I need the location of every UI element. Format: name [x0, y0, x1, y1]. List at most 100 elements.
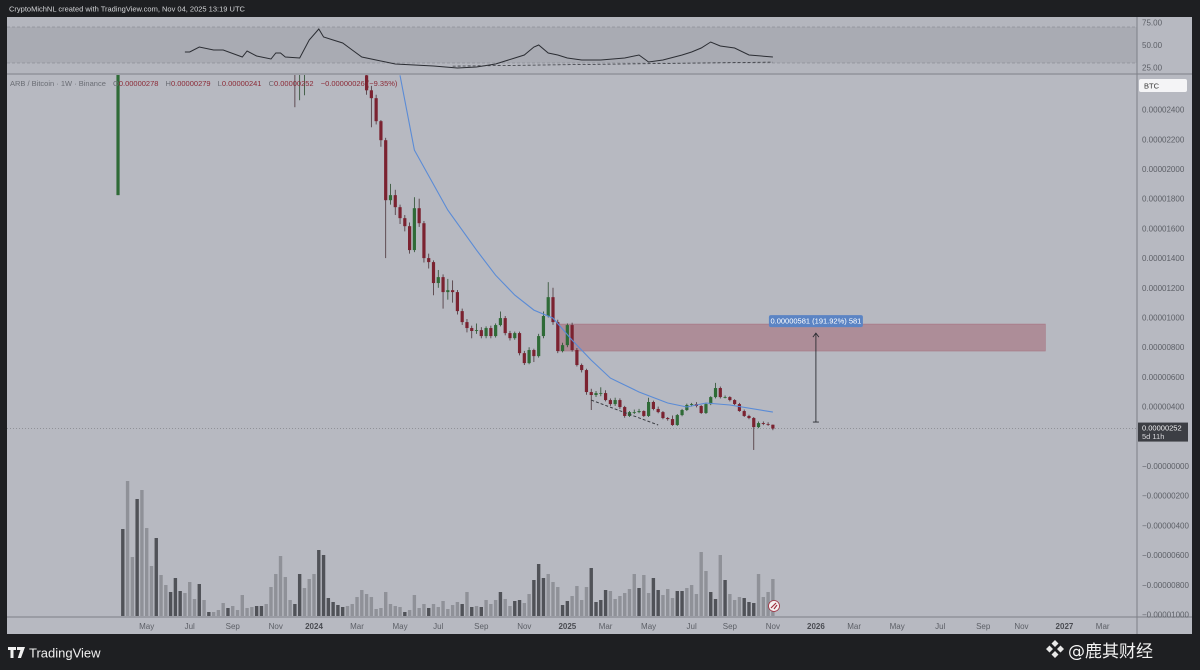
candle-up	[484, 328, 488, 337]
volume-bar	[627, 589, 632, 616]
event-marker[interactable]	[768, 600, 780, 612]
svg-text:ARB / Bitcoin · 1W · Binance: ARB / Bitcoin · 1W · Binance O0.00000278…	[10, 79, 398, 88]
volume-bar	[321, 555, 326, 616]
time-tick-label: Nov	[1014, 622, 1028, 631]
volume-bar	[632, 574, 636, 616]
price-tick-label: 0.00002400	[1142, 106, 1185, 115]
candle-up	[474, 330, 479, 332]
volume-bar	[752, 603, 756, 616]
volume-bar	[575, 586, 579, 616]
candle-up	[560, 345, 565, 352]
brand-name: TradingView	[29, 646, 101, 661]
rsi-trendline[interactable]	[452, 61, 773, 67]
candlestick-series	[116, 75, 775, 450]
open-value: 0.00000278	[119, 79, 159, 88]
volume-bar	[336, 605, 340, 616]
volume-bar	[168, 592, 173, 616]
volume-bar	[221, 603, 225, 616]
candle-up	[709, 397, 713, 405]
resistance-zone[interactable]	[557, 323, 1046, 352]
candle-down	[503, 318, 507, 334]
arrow-up-icon	[812, 332, 820, 338]
volume-bar	[379, 608, 383, 616]
volume-bar	[689, 585, 694, 616]
volume-bar	[613, 599, 617, 616]
candle-up	[541, 316, 546, 337]
time-tick-label: 2026	[807, 622, 825, 631]
candle-down	[618, 400, 622, 408]
time-tick-label: May	[890, 622, 905, 631]
close-label: C	[269, 79, 275, 88]
volume-bar	[771, 579, 775, 616]
candle-down	[364, 75, 369, 91]
volume-bar	[709, 592, 713, 616]
candle-down	[417, 208, 421, 224]
price-tick-label: −0.00000400	[1142, 521, 1189, 530]
tradingview-logo[interactable]: TradingView	[8, 646, 101, 661]
price-axis[interactable]: 0.00002400 0.00002200 0.00002000 0.00001800…	[1142, 106, 1189, 620]
volume-bar	[742, 598, 746, 616]
currency-badge[interactable]	[1139, 79, 1187, 92]
candle-up	[527, 350, 531, 364]
zone-rectangle[interactable]	[557, 323, 1046, 352]
candle-up	[637, 411, 641, 413]
candle-down	[761, 423, 765, 424]
volume-bar	[173, 578, 178, 616]
candle-down	[656, 408, 660, 413]
volume-bar	[345, 606, 350, 616]
volume-bar	[140, 490, 144, 616]
time-tick-label: Mar	[1096, 622, 1110, 631]
candle-down	[508, 333, 512, 339]
price-range-measure[interactable]: 0.00000581 (191.92%) 581	[768, 315, 863, 423]
volume-bar	[427, 608, 431, 616]
rsi-axis[interactable]: 75.00 50.00 25.00	[1142, 19, 1163, 73]
volume-bar	[718, 555, 722, 616]
candle-down	[489, 328, 493, 337]
volume-bar	[589, 568, 593, 616]
volume-bar	[680, 591, 684, 616]
candle-down	[718, 388, 722, 398]
candle-up	[446, 290, 450, 293]
time-tick-label: Sep	[226, 622, 241, 631]
volume-bar	[164, 585, 168, 616]
candle-down	[522, 353, 526, 364]
volume-bar	[264, 604, 268, 616]
measure-label-box	[768, 315, 863, 328]
volume-bar	[183, 593, 187, 616]
symbol-info: ARB / Bitcoin · 1W · Binance	[10, 79, 106, 88]
time-tick-label: Jul	[935, 622, 945, 631]
candle-down	[623, 407, 627, 416]
volume-bar	[766, 592, 770, 616]
volume-bar	[670, 598, 675, 616]
chart-area[interactable]	[7, 17, 1192, 634]
time-axis[interactable]: May Jul Sep Nov 2024 Mar May Jul Sep Nov 2025 Mar Ma…	[139, 622, 1110, 631]
candle-down	[551, 297, 555, 323]
price-tick-label: 0.00002200	[1142, 135, 1185, 144]
volume-bar	[532, 580, 536, 616]
volume-bar	[493, 600, 498, 616]
price-tick-label: 0.00000600	[1142, 373, 1185, 382]
symbol-legend[interactable]: ARB / Bitcoin · 1W · Binance O0.00000278…	[10, 79, 398, 88]
time-tick-label: Sep	[474, 622, 489, 631]
price-tick-label: −0.00000600	[1142, 551, 1189, 560]
volume-bar	[188, 582, 192, 616]
volume-bar	[197, 584, 201, 616]
volume-bar	[369, 597, 374, 616]
price-trendline[interactable]	[591, 399, 659, 426]
volume-bar	[704, 571, 708, 616]
event-icon[interactable]	[768, 600, 780, 612]
volume-bar	[460, 604, 464, 616]
volume-bar	[211, 612, 216, 616]
volume-bar	[642, 575, 646, 616]
candle-down	[470, 328, 474, 332]
candle-down	[532, 350, 536, 357]
volume-bar	[274, 574, 278, 616]
volume-bar	[121, 529, 125, 616]
volume-bar	[618, 596, 622, 616]
rsi-tick-label: 75.00	[1142, 19, 1163, 28]
measure-label: 0.00000581 (191.92%) 581	[770, 317, 861, 326]
high-label: H	[166, 79, 171, 88]
candle-down	[431, 262, 436, 284]
volume-bar	[732, 600, 737, 616]
